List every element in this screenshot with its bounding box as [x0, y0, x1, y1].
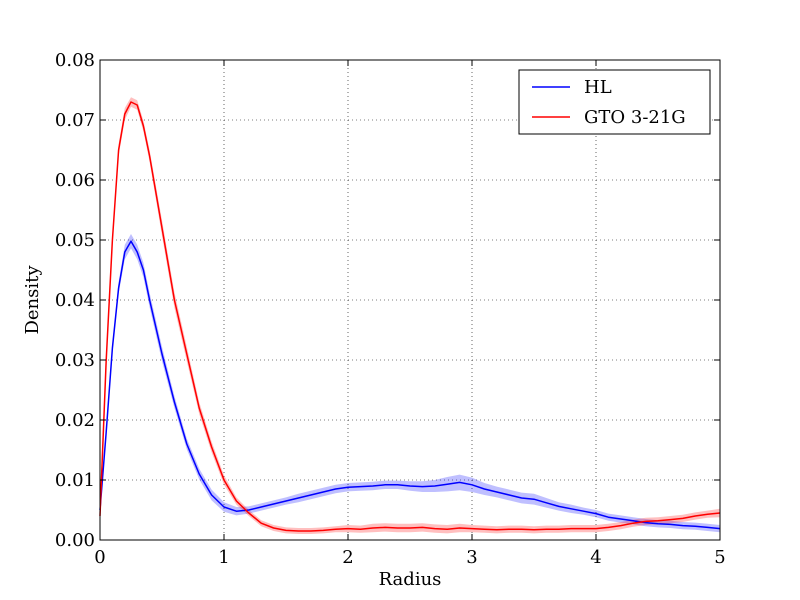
x-axis-label: Radius	[379, 569, 442, 590]
y-tick-label: 0.07	[55, 110, 95, 131]
x-tick-label: 1	[218, 547, 229, 568]
legend: HL GTO 3-21G	[518, 69, 711, 135]
y-tick-label: 0.05	[55, 230, 95, 251]
series-line-hl	[99, 240, 721, 530]
x-tick-labels: 0 1 2 3 4 5	[94, 547, 725, 568]
y-tick-labels: 0.00 0.01 0.02 0.03 0.04 0.05 0.06 0.07 0.08	[55, 50, 95, 551]
x-tick-label: 4	[590, 547, 601, 568]
y-axis-label: Density	[22, 265, 43, 335]
y-tick-label: 0.06	[55, 170, 95, 191]
series-lines	[99, 101, 721, 532]
series-line-gto	[99, 101, 721, 532]
x-tick-label: 0	[94, 547, 105, 568]
y-tick-label: 0.08	[55, 50, 95, 71]
legend-label-hl: HL	[584, 77, 612, 98]
y-tick-label: 0.01	[55, 470, 95, 491]
x-tick-label: 3	[466, 547, 477, 568]
axis-ticks	[99, 59, 721, 541]
y-tick-label: 0.00	[55, 530, 95, 551]
y-tick-label: 0.02	[55, 410, 95, 431]
legend-label-gto: GTO 3-21G	[584, 107, 686, 128]
x-tick-label: 5	[714, 547, 725, 568]
y-tick-label: 0.04	[55, 290, 95, 311]
x-tick-label: 2	[342, 547, 353, 568]
y-tick-label: 0.03	[55, 350, 95, 371]
legend-box	[518, 69, 711, 135]
